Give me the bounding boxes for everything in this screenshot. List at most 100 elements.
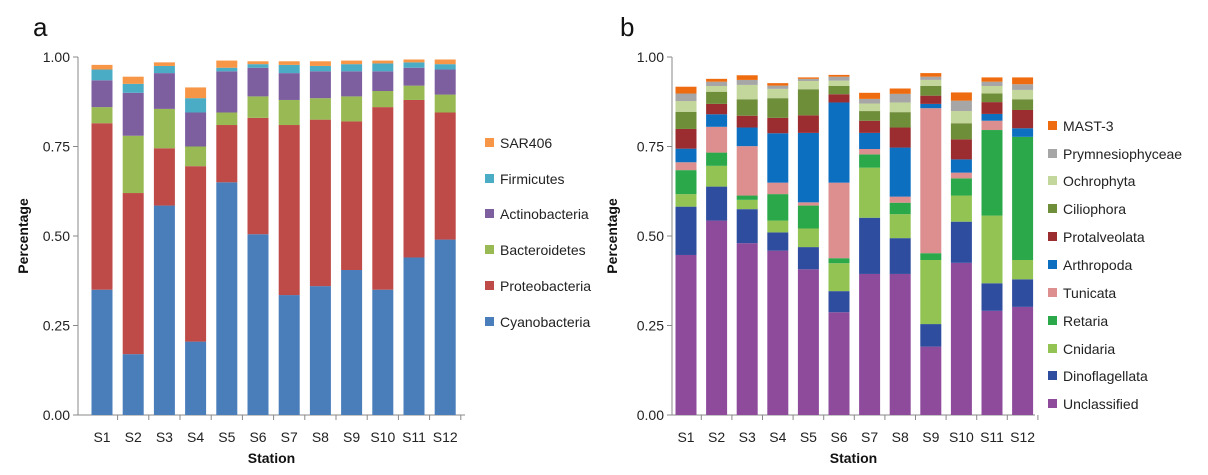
bar-segment-sar406-s5 [216, 60, 238, 68]
bar-segment-firmicutes-s3 [153, 65, 175, 74]
bar-segment-cnidaria-s12 [1012, 259, 1034, 280]
bar-segment-cyanobacteria-s10 [372, 289, 394, 415]
bar-segment-retaria-s11 [981, 130, 1003, 216]
bar-segment-actinobacteria-s4 [185, 112, 207, 147]
bar-segment-prymnesiophyceae-s9 [920, 76, 942, 80]
bar-segment-ciliophora-s11 [981, 93, 1003, 103]
bar-segment-arthropoda-s7 [859, 132, 881, 150]
bar-segment-cnidaria-s8 [889, 214, 911, 239]
bar-segment-bacteroidetes-s11 [403, 85, 425, 100]
y-tick-label: 1.00 [43, 49, 70, 65]
y-axis-title: Percentage [604, 198, 620, 274]
bar-segment-proteobacteria-s9 [341, 121, 363, 271]
legend-swatch [485, 317, 494, 326]
legend-label: Cnidaria [1063, 341, 1115, 357]
bar-segment-dinoflagellata-s2 [706, 186, 728, 221]
bar-segment-protalveolata-s4 [767, 117, 789, 134]
bar-segment-unclassified-s3 [736, 243, 758, 415]
bar-segment-unclassified-s8 [889, 273, 911, 415]
x-tick-label: S11 [980, 429, 1004, 445]
legend-label: Actinobacteria [500, 206, 589, 222]
legend-label: Dinoflagellata [1063, 368, 1148, 384]
chart-panel-a: a 0.00 0.25 0.50 0.75 1.00 Percentage Station S1… [15, 12, 591, 466]
y-tick-label: 0.50 [637, 228, 664, 244]
bar-segment-bacteroidetes-s6 [247, 96, 269, 118]
bar-segment-protalveolata-s2 [706, 103, 728, 115]
bar-segment-actinobacteria-s11 [403, 67, 425, 86]
bar-segment-cnidaria-s2 [706, 165, 728, 187]
bar-segment-retaria-s6 [828, 258, 850, 264]
bar-segment-bacteroidetes-s5 [216, 112, 238, 126]
legend-item: Prymnesiophyceae [1048, 146, 1182, 162]
bar-segment-prymnesiophyceae-s5 [797, 78, 819, 81]
x-tick-label: S10 [370, 429, 395, 445]
x-tick-label: S3 [739, 429, 756, 445]
bar-segment-cyanobacteria-s4 [185, 341, 207, 415]
bar-segment-firmicutes-s6 [247, 64, 269, 68]
legend-item: Retaria [1048, 313, 1108, 329]
legend-swatch [1048, 232, 1057, 241]
bar-segment-prymnesiophyceae-s2 [706, 81, 728, 86]
x-tick-label: S7 [861, 429, 878, 445]
bar-segment-dinoflagellata-s3 [736, 209, 758, 244]
bar-segment-mast-3-s8 [889, 88, 911, 94]
bar-segment-bacteroidetes-s8 [309, 98, 331, 120]
legend-swatch [1048, 344, 1057, 353]
legend-item: Dinoflagellata [1048, 368, 1148, 384]
y-tick-label: 0.25 [637, 318, 664, 334]
bar-segment-firmicutes-s10 [372, 63, 394, 72]
bar-segment-retaria-s5 [797, 205, 819, 229]
bar-segment-ciliophora-s4 [767, 98, 789, 118]
bar-segment-ciliophora-s3 [736, 99, 758, 116]
bar-segment-sar406-s1 [91, 64, 113, 70]
bar-segment-bacteroidetes-s9 [341, 96, 363, 122]
bar-segment-sar406-s11 [403, 59, 425, 63]
bar-segment-sar406-s7 [278, 61, 300, 65]
legend-item: Bacteroidetes [485, 242, 586, 258]
bar-segment-unclassified-s5 [797, 269, 819, 415]
bar-segment-sar406-s2 [122, 76, 144, 84]
bar-segment-cnidaria-s4 [767, 220, 789, 233]
x-tick-label: S5 [218, 429, 235, 445]
legend-swatch [1048, 149, 1057, 158]
bar-segment-cyanobacteria-s12 [434, 239, 456, 415]
bar-segment-mast-3-s6 [828, 74, 850, 77]
bar-segment-proteobacteria-s4 [185, 166, 207, 342]
legend-label: Ciliophora [1063, 201, 1126, 217]
bar-segment-ochrophyta-s4 [767, 88, 789, 99]
legend-swatch [1048, 121, 1057, 130]
bar-segment-dinoflagellata-s4 [767, 232, 789, 251]
bar-segment-ciliophora-s2 [706, 91, 728, 104]
bar-segment-cyanobacteria-s11 [403, 257, 425, 415]
bar-segment-dinoflagellata-s1 [675, 206, 697, 255]
bar-segment-dinoflagellata-s9 [920, 324, 942, 347]
bar-segment-firmicutes-s7 [278, 64, 300, 74]
bar-segment-ochrophyta-s5 [797, 80, 819, 90]
bar-segment-ochrophyta-s1 [675, 101, 697, 112]
bar-segment-ciliophora-s9 [920, 85, 942, 96]
bar-segment-tunicata-s8 [889, 196, 911, 203]
bar-segment-firmicutes-s2 [122, 83, 144, 93]
bar-segment-arthropoda-s3 [736, 127, 758, 147]
bar-segment-protalveolata-s12 [1012, 109, 1034, 129]
bar-segment-tunicata-s6 [828, 182, 850, 259]
bar-segment-ciliophora-s12 [1012, 99, 1034, 110]
bar-segment-prymnesiophyceae-s3 [736, 79, 758, 85]
bar-segment-actinobacteria-s10 [372, 71, 394, 92]
legend-item: Ochrophyta [1048, 173, 1136, 189]
bar-segment-dinoflagellata-s10 [950, 221, 972, 263]
bar-segment-proteobacteria-s1 [91, 123, 113, 290]
bar-segment-sar406-s8 [309, 61, 331, 66]
bar-segment-unclassified-s6 [828, 312, 850, 415]
bar-segment-actinobacteria-s2 [122, 92, 144, 136]
panel-label: a [33, 12, 48, 42]
bar-segment-tunicata-s4 [767, 182, 789, 195]
bar-segment-arthropoda-s2 [706, 114, 728, 127]
legend-item: SAR406 [485, 135, 552, 151]
bar-segment-actinobacteria-s5 [216, 71, 238, 113]
bar-segment-ciliophora-s5 [797, 89, 819, 116]
legend-label: SAR406 [500, 135, 552, 151]
legend-label: Bacteroidetes [500, 242, 586, 258]
bar-segment-mast-3-s12 [1012, 77, 1034, 85]
legend-swatch [1048, 204, 1057, 213]
